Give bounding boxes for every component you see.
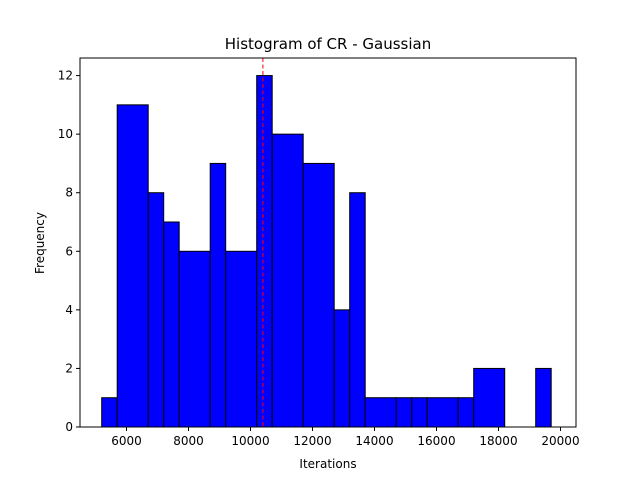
chart-title: Histogram of CR - Gaussian: [225, 35, 431, 53]
histogram-bar: [101, 397, 118, 428]
histogram-bar: [209, 162, 227, 428]
histogram-bar: [364, 397, 397, 428]
y-tick-label: 6: [65, 244, 73, 258]
histogram-bar: [333, 309, 351, 428]
histogram-bar: [457, 397, 475, 428]
histogram-bar: [116, 104, 149, 428]
x-axis-label: Iterations: [299, 457, 356, 471]
x-tick-label: 6000: [111, 434, 142, 448]
histogram-bar: [426, 397, 459, 428]
histogram-bar: [473, 367, 506, 428]
histogram-bar: [349, 192, 366, 428]
x-tick-label: 8000: [173, 434, 204, 448]
histogram-bar: [256, 75, 273, 428]
y-tick-label: 4: [65, 303, 73, 317]
x-tick-label: 20000: [541, 434, 579, 448]
x-tick-label: 12000: [293, 434, 331, 448]
y-tick-label: 8: [65, 186, 73, 200]
bars-group: [101, 75, 552, 428]
y-tick-label: 10: [58, 127, 73, 141]
y-tick-label: 12: [58, 69, 73, 83]
histogram-bar: [271, 133, 304, 428]
histogram-bar: [147, 192, 165, 428]
x-tick-label: 10000: [231, 434, 269, 448]
histogram-bar: [225, 250, 258, 428]
y-tick-label: 2: [65, 361, 73, 375]
y-tick-label: 0: [65, 420, 73, 434]
histogram-bar: [535, 367, 552, 428]
plot-frame: [79, 57, 577, 428]
histogram-bar: [178, 250, 211, 428]
x-tick-label: 16000: [417, 434, 455, 448]
histogram-bar: [163, 221, 180, 428]
histogram-bar: [411, 397, 428, 428]
histogram-bar: [302, 162, 335, 428]
histogram-bar: [395, 397, 413, 428]
x-tick-label: 14000: [355, 434, 393, 448]
y-axis-ticks: 0 2 4 6 8 10 12: [58, 69, 80, 434]
y-axis-label: Frequency: [33, 212, 47, 274]
x-axis-ticks: 6000 8000 10000 12000 14000 16000 18000 20000: [111, 427, 580, 448]
x-tick-label: 18000: [479, 434, 517, 448]
